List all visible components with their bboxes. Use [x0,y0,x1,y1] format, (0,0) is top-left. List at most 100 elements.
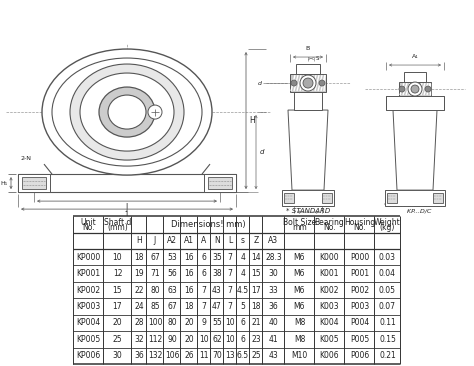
Text: No.: No. [323,223,336,232]
Text: 4: 4 [241,269,246,278]
Text: Shaft d: Shaft d [104,218,131,227]
Text: A3: A3 [268,236,279,245]
Text: 12: 12 [113,269,122,278]
Text: 6: 6 [201,269,207,278]
Text: P001: P001 [350,269,369,278]
Text: KP000: KP000 [76,253,100,262]
Text: M6: M6 [294,253,305,262]
Text: 20: 20 [184,335,194,344]
Text: A2: A2 [167,236,177,245]
Text: 28: 28 [134,318,144,328]
Text: KP006: KP006 [76,351,100,360]
Text: Dimensions! mm): Dimensions! mm) [171,220,246,229]
Text: H: H [136,236,142,245]
Text: 6: 6 [201,253,207,262]
Text: Bearing: Bearing [315,218,345,227]
Bar [385,190,445,206]
Circle shape [399,86,405,92]
Bar [386,96,444,110]
Circle shape [148,105,162,119]
Bar [315,232,344,249]
Text: Bolt Size: Bolt Size [283,218,316,227]
Text: 6: 6 [241,335,246,344]
Text: 47: 47 [212,302,222,311]
Text: 25: 25 [251,351,261,360]
Text: 16: 16 [184,253,194,262]
Text: P002: P002 [350,285,369,295]
Text: 17: 17 [251,285,261,295]
Bar [345,232,374,249]
Ellipse shape [70,64,184,160]
Text: 7: 7 [228,302,232,311]
Text: 23: 23 [251,335,261,344]
Text: 7: 7 [201,285,207,295]
Polygon shape [393,110,437,190]
Text: 70: 70 [212,351,222,360]
Text: 80: 80 [150,285,160,295]
Bar [204,174,236,192]
Text: 85: 85 [150,302,160,311]
Bar [433,193,443,203]
Text: 5: 5 [241,302,246,311]
Text: 0.15: 0.15 [379,335,396,344]
Text: 14: 14 [251,253,261,262]
Circle shape [319,80,325,86]
Circle shape [411,85,419,93]
Text: 28.3: 28.3 [265,253,282,262]
Text: 132: 132 [148,351,162,360]
Text: * WITH END COVER
    KP...D/C: * WITH END COVER KP...D/C [384,203,446,214]
Text: A: A [201,236,207,245]
Bar [284,193,294,203]
Text: 19: 19 [134,269,144,278]
Bar [399,82,431,96]
Text: K004: K004 [319,318,339,328]
Text: Housing: Housing [344,218,375,227]
Text: 112: 112 [148,335,162,344]
Text: 13: 13 [225,351,235,360]
Text: 22: 22 [134,285,144,295]
Text: 41: 41 [269,335,278,344]
Text: Unit: Unit [81,218,96,227]
Text: 10: 10 [225,318,235,328]
Text: P000: P000 [350,253,369,262]
Ellipse shape [108,95,146,129]
Bar [18,174,236,192]
Bar [322,193,332,203]
Text: P006: P006 [350,351,369,360]
Text: K006: K006 [319,351,339,360]
Text: 62: 62 [212,335,222,344]
Bar [22,177,46,189]
Text: A₁: A₁ [411,54,419,59]
Text: 0.05: 0.05 [379,285,396,295]
Bar [104,232,131,249]
Text: No.: No. [82,223,95,232]
Text: 80: 80 [167,318,177,328]
Text: 0.11: 0.11 [379,318,396,328]
Text: P005: P005 [350,335,369,344]
Text: 10: 10 [113,253,122,262]
Ellipse shape [52,58,202,166]
Text: K002: K002 [320,285,339,295]
Text: 30: 30 [269,269,278,278]
Text: 33: 33 [269,285,278,295]
Text: K001: K001 [320,269,339,278]
Text: 90: 90 [167,335,177,344]
Text: (kg): (kg) [380,223,395,232]
Bar [74,232,103,249]
Text: K005: K005 [319,335,339,344]
Text: P003: P003 [350,302,369,311]
Text: 0.04: 0.04 [379,269,396,278]
Circle shape [291,80,297,86]
Text: Z: Z [254,236,259,245]
Text: 0.03: 0.03 [379,253,396,262]
Text: 16: 16 [184,285,194,295]
Text: K003: K003 [319,302,339,311]
Text: d: d [258,81,262,86]
Text: 7: 7 [228,253,232,262]
Text: 11: 11 [199,351,209,360]
Text: 2-N: 2-N [20,156,31,161]
Text: H₁: H₁ [0,180,8,186]
Circle shape [300,75,316,91]
Ellipse shape [42,49,212,175]
Text: 53: 53 [167,253,177,262]
